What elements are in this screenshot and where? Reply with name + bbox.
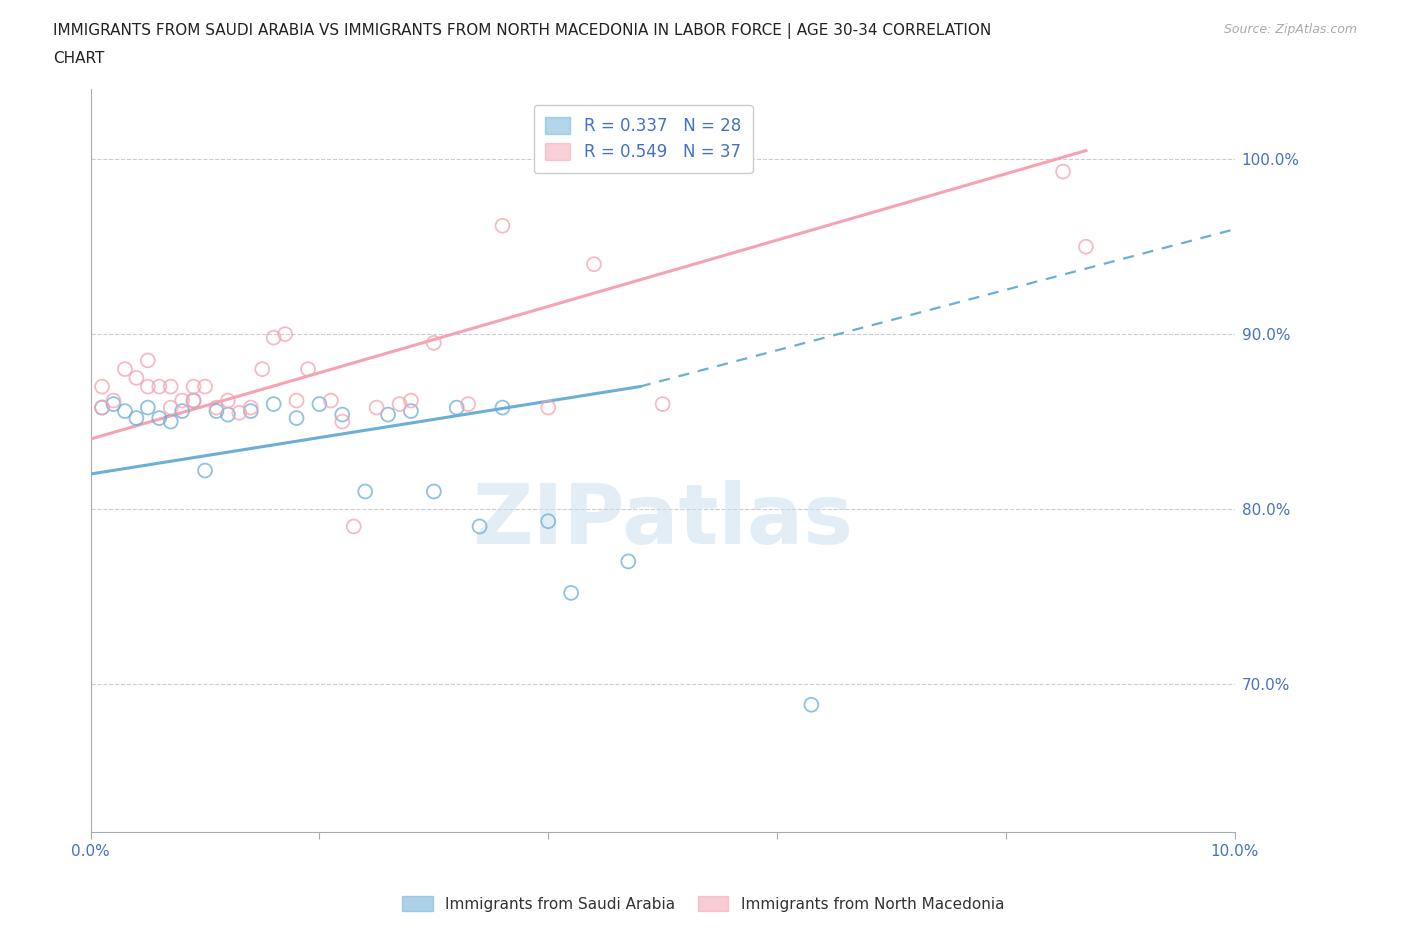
Legend: Immigrants from Saudi Arabia, Immigrants from North Macedonia: Immigrants from Saudi Arabia, Immigrants…: [396, 889, 1010, 918]
Point: [423, 484, 446, 498]
Point: [319, 393, 342, 408]
Point: [136, 379, 159, 394]
Point: [148, 411, 170, 426]
Text: CHART: CHART: [53, 51, 105, 66]
Point: [194, 379, 217, 394]
Point: [205, 404, 228, 418]
Point: [148, 379, 170, 394]
Point: [217, 393, 239, 408]
Point: [114, 404, 136, 418]
Point: [91, 400, 114, 415]
Point: [399, 393, 422, 408]
Point: [125, 411, 148, 426]
Point: [617, 554, 640, 569]
Text: ZIPatlas: ZIPatlas: [472, 480, 853, 561]
Point: [582, 257, 605, 272]
Point: [1052, 164, 1074, 179]
Point: [103, 396, 125, 411]
Point: [800, 698, 823, 712]
Text: IMMIGRANTS FROM SAUDI ARABIA VS IMMIGRANTS FROM NORTH MACEDONIA IN LABOR FORCE |: IMMIGRANTS FROM SAUDI ARABIA VS IMMIGRAN…: [53, 23, 991, 39]
Point: [159, 400, 181, 415]
Point: [423, 336, 446, 351]
Point: [330, 407, 353, 422]
Point: [136, 400, 159, 415]
Point: [491, 219, 513, 233]
Point: [263, 330, 285, 345]
Point: [136, 352, 159, 367]
Point: [183, 393, 205, 408]
Point: [172, 393, 194, 408]
Point: [330, 414, 353, 429]
Point: [252, 362, 274, 377]
Point: [114, 362, 136, 377]
Legend: R = 0.337   N = 28, R = 0.549   N = 37: R = 0.337 N = 28, R = 0.549 N = 37: [534, 105, 752, 173]
Point: [377, 407, 399, 422]
Point: [172, 404, 194, 418]
Point: [239, 404, 262, 418]
Point: [91, 379, 114, 394]
Point: [125, 370, 148, 385]
Point: [285, 411, 308, 426]
Point: [228, 405, 250, 420]
Point: [263, 396, 285, 411]
Point: [354, 484, 377, 498]
Point: [274, 326, 297, 341]
Point: [1074, 239, 1097, 254]
Point: [399, 404, 422, 418]
Point: [285, 393, 308, 408]
Point: [491, 400, 513, 415]
Point: [183, 379, 205, 394]
Point: [308, 396, 330, 411]
Point: [159, 414, 181, 429]
Point: [91, 400, 114, 415]
Point: [457, 396, 479, 411]
Point: [560, 586, 582, 601]
Point: [537, 400, 560, 415]
Point: [297, 362, 319, 377]
Point: [239, 400, 262, 415]
Point: [343, 519, 366, 534]
Point: [468, 519, 491, 534]
Point: [183, 393, 205, 408]
Text: Source: ZipAtlas.com: Source: ZipAtlas.com: [1223, 23, 1357, 36]
Point: [446, 400, 468, 415]
Point: [651, 396, 673, 411]
Point: [194, 463, 217, 478]
Point: [366, 400, 388, 415]
Point: [537, 513, 560, 528]
Point: [388, 396, 411, 411]
Point: [217, 407, 239, 422]
Point: [103, 393, 125, 408]
Point: [159, 379, 181, 394]
Point: [205, 400, 228, 415]
